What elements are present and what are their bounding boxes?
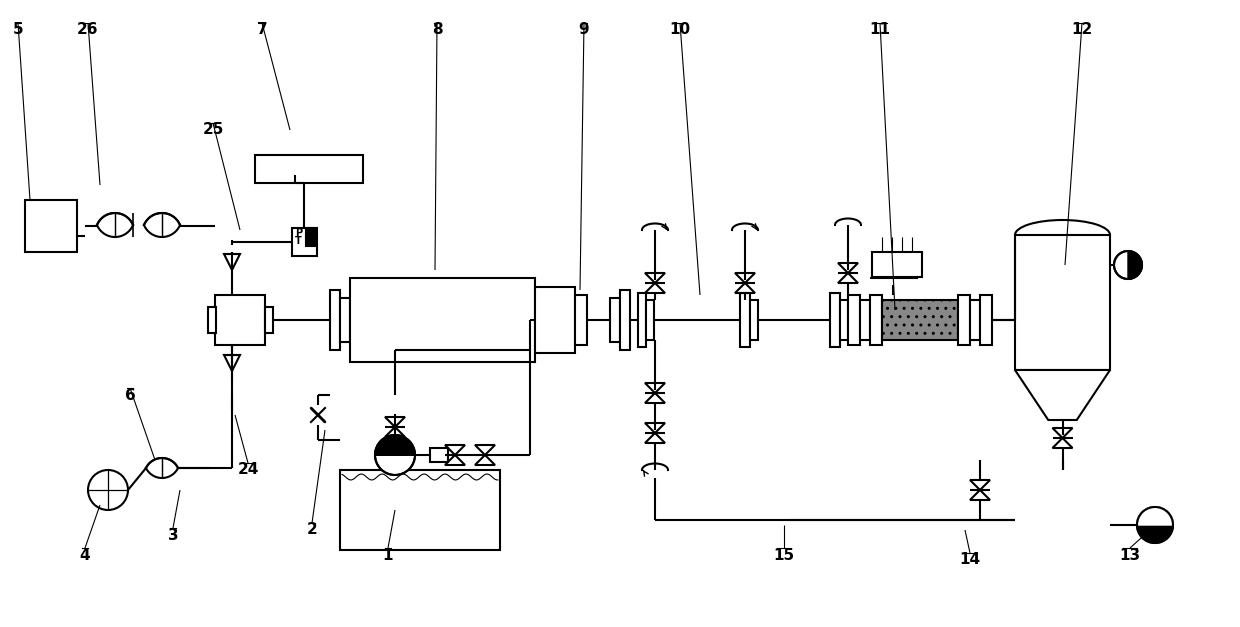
Bar	[534, 287, 575, 353]
Text: 4: 4	[79, 547, 91, 562]
Text: 24: 24	[237, 463, 259, 478]
Text: 12: 12	[1071, 23, 1092, 38]
Bar	[255, 155, 363, 183]
Text: 7: 7	[257, 23, 268, 38]
Bar	[830, 293, 839, 347]
Bar	[882, 300, 959, 340]
Text: 13: 13	[1120, 547, 1141, 562]
Text: 3: 3	[167, 527, 179, 542]
Bar	[839, 300, 848, 340]
Bar	[265, 307, 273, 333]
Text: 6: 6	[125, 387, 135, 403]
Bar	[340, 298, 350, 342]
Bar	[25, 200, 77, 252]
Bar	[291, 228, 317, 256]
Bar	[646, 300, 653, 340]
Text: 1: 1	[383, 547, 393, 562]
Bar	[350, 278, 534, 362]
Text: 10: 10	[670, 23, 691, 38]
Text: 25: 25	[202, 122, 223, 137]
Bar	[575, 295, 587, 345]
Bar	[610, 298, 620, 342]
Bar	[970, 300, 980, 340]
Bar	[750, 300, 758, 340]
Polygon shape	[1128, 251, 1142, 279]
Bar	[430, 448, 448, 462]
Bar	[959, 295, 970, 345]
Bar	[340, 470, 500, 550]
Polygon shape	[1137, 507, 1173, 525]
Text: 15: 15	[774, 547, 795, 562]
Bar	[215, 295, 265, 345]
Bar	[639, 293, 646, 347]
Bar	[861, 300, 870, 340]
Text: 5: 5	[12, 23, 24, 38]
Text: 2: 2	[306, 522, 317, 537]
Bar	[330, 290, 340, 350]
Bar	[1016, 235, 1110, 370]
Ellipse shape	[1016, 220, 1110, 250]
Bar	[740, 293, 750, 347]
Bar	[342, 480, 498, 545]
Text: T: T	[295, 236, 301, 246]
Bar	[848, 295, 861, 345]
Bar	[980, 295, 992, 345]
Polygon shape	[374, 435, 415, 455]
Circle shape	[1137, 507, 1173, 543]
Bar	[306, 228, 316, 237]
Text: 8: 8	[432, 23, 443, 38]
Bar	[306, 237, 316, 246]
Text: 9: 9	[579, 23, 589, 38]
Circle shape	[374, 435, 415, 475]
Bar	[872, 252, 923, 277]
Bar	[620, 290, 630, 350]
Polygon shape	[1016, 370, 1110, 420]
Bar	[870, 295, 882, 345]
Text: 26: 26	[77, 23, 99, 38]
Text: 11: 11	[869, 23, 890, 38]
Bar	[208, 307, 216, 333]
Text: 14: 14	[960, 552, 981, 567]
Text: P: P	[295, 228, 303, 238]
